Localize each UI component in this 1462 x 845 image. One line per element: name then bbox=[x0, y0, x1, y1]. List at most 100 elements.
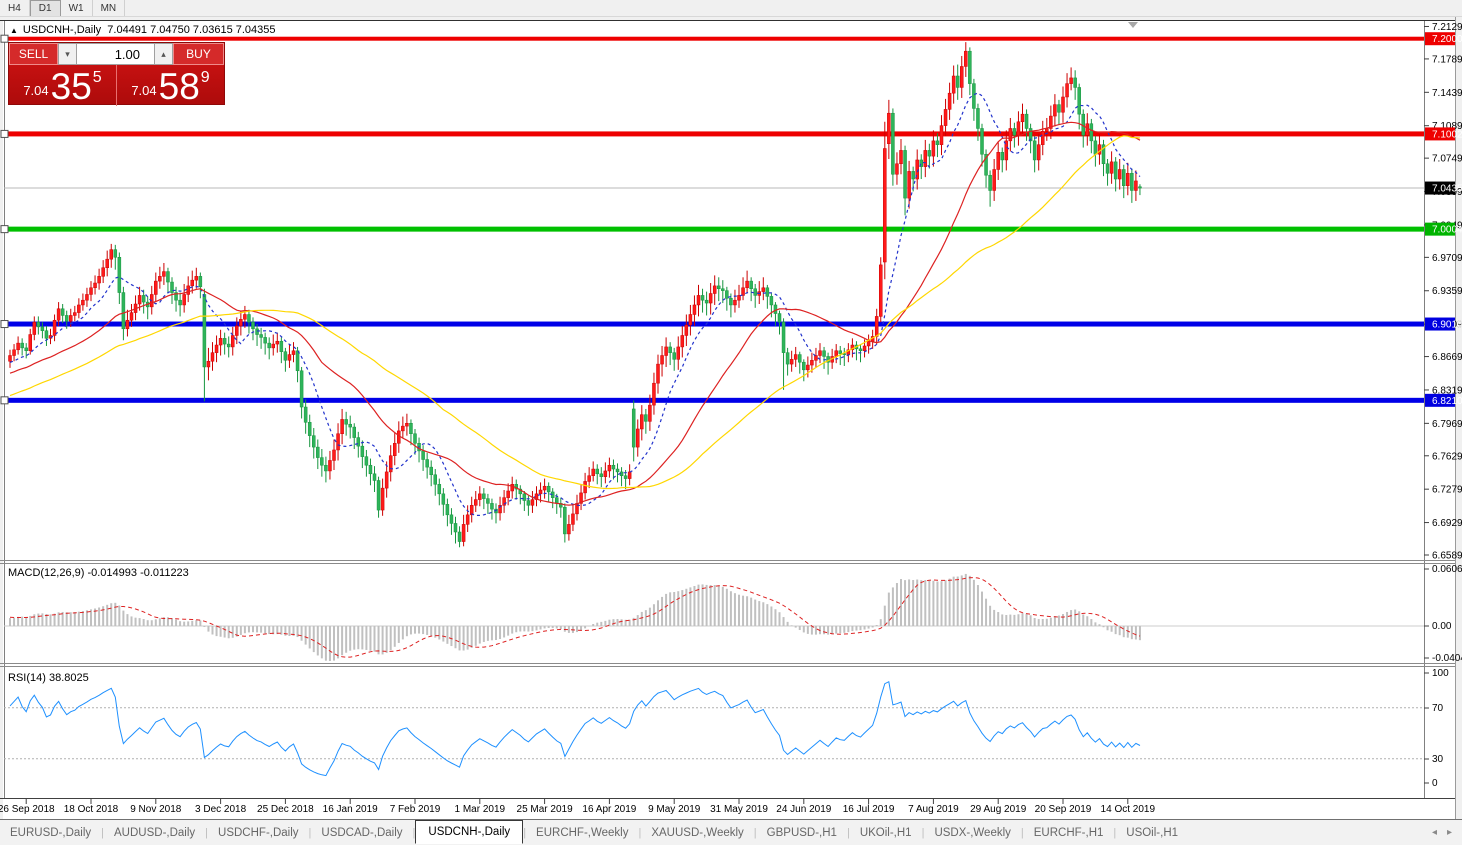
date-axis: 26 Sep 2018 18 Oct 2018 9 Nov 2018 3 Dec 20… bbox=[0, 799, 1155, 815]
date-tick-label: 14 Oct 2019 bbox=[1101, 804, 1156, 815]
date-tick-label: 7 Aug 2019 bbox=[908, 804, 959, 815]
timeframe-button-w1[interactable]: W1 bbox=[61, 0, 93, 16]
symbol-tab-audusd[interactable]: AUDUSD-,Daily bbox=[114, 826, 196, 839]
tab-separator: | bbox=[846, 826, 850, 839]
symbol-tab-usdx[interactable]: USDX-,Weekly bbox=[934, 826, 1011, 839]
price-tick-label: 6.83190 bbox=[1432, 385, 1462, 396]
price-tick-label: 6.93590 bbox=[1432, 286, 1462, 297]
tabs-scroll-right-icon[interactable]: ▸ bbox=[1446, 827, 1452, 838]
tab-separator: | bbox=[308, 826, 312, 839]
ask-price-pip: 9 bbox=[200, 69, 210, 86]
date-tick-label: 3 Dec 2018 bbox=[195, 804, 247, 815]
level-line-handle[interactable] bbox=[0, 129, 9, 138]
ask-price[interactable]: 7.04 58 9 bbox=[117, 65, 224, 106]
chart-title-ohlc: 7.04491 7.04750 7.03615 7.04355 bbox=[107, 24, 276, 36]
macd-label: MACD(12,26,9) -0.014993 -0.011223 bbox=[8, 567, 189, 579]
buy-button[interactable]: BUY bbox=[173, 43, 224, 65]
candles-layer bbox=[8, 42, 1142, 548]
ma-10-line bbox=[9, 92, 1141, 516]
date-tick-label: 9 Nov 2018 bbox=[130, 804, 182, 815]
price-axis: 7.212907.178907.143907.108907.074907.039… bbox=[1424, 22, 1462, 789]
price-shift-marker-icon[interactable] bbox=[1128, 22, 1138, 28]
date-tick-label: 29 Aug 2019 bbox=[970, 804, 1027, 815]
date-tick-label: 25 Dec 2018 bbox=[257, 804, 314, 815]
price-tag-label: 7.04355 bbox=[1432, 184, 1462, 195]
chart-title: ▲ USDCNH-,Daily 7.04491 7.04750 7.03615 7… bbox=[10, 24, 276, 36]
date-tick-label: 31 May 2019 bbox=[710, 804, 768, 815]
chart-title-symbol: USDCNH-,Daily bbox=[22, 24, 102, 36]
date-tick-label: 7 Feb 2019 bbox=[390, 804, 441, 815]
timeframe-button-h4[interactable]: H4 bbox=[0, 0, 30, 16]
tab-separator: | bbox=[1020, 826, 1024, 839]
price-tick-label: 6.65890 bbox=[1432, 551, 1462, 562]
ask-price-prefix: 7.04 bbox=[131, 83, 157, 98]
volume-increase-button[interactable]: ▴ bbox=[154, 43, 173, 65]
horizontal-level-lines bbox=[0, 34, 1424, 405]
price-tag bbox=[1425, 393, 1455, 407]
level-line-handle[interactable] bbox=[0, 225, 9, 234]
price-tick-label: 6.72790 bbox=[1432, 485, 1462, 496]
price-tick-label: 7.21290 bbox=[1432, 22, 1462, 33]
price-tick-label: 7.07490 bbox=[1432, 154, 1462, 165]
symbol-marker-icon: ▲ bbox=[10, 26, 18, 35]
tab-separator: | bbox=[523, 826, 527, 839]
sell-button[interactable]: SELL bbox=[9, 43, 58, 65]
level-line-handle[interactable] bbox=[0, 396, 9, 405]
level-line-7.20009[interactable] bbox=[4, 36, 1424, 41]
price-tick-label: 6.86690 bbox=[1432, 352, 1462, 363]
symbol-tab-gbpusd[interactable]: GBPUSD-,H1 bbox=[766, 826, 837, 839]
volume-decrease-button[interactable]: ▾ bbox=[58, 43, 77, 65]
date-tick-label: 26 Sep 2018 bbox=[0, 804, 55, 815]
level-line-handle[interactable] bbox=[0, 34, 9, 43]
symbol-tab-eurusd[interactable]: EURUSD-,Daily bbox=[10, 826, 92, 839]
price-tick-label: 7.17890 bbox=[1432, 54, 1462, 65]
tab-separator: | bbox=[1113, 826, 1117, 839]
level-line-handle[interactable] bbox=[0, 320, 9, 329]
symbol-tab-eurchf[interactable]: EURCHF-,H1 bbox=[1033, 826, 1104, 839]
price-tag bbox=[1425, 222, 1455, 236]
bid-price[interactable]: 7.04 35 5 bbox=[9, 65, 117, 106]
timeframe-button-mn[interactable]: MN bbox=[93, 0, 126, 16]
price-tag bbox=[1425, 181, 1455, 195]
symbol-tab-eurchf[interactable]: EURCHF-,Weekly bbox=[536, 826, 629, 839]
tab-separator: | bbox=[638, 826, 642, 839]
tab-separator: | bbox=[753, 826, 757, 839]
tab-separator: | bbox=[101, 826, 105, 839]
level-line-7.10029[interactable] bbox=[4, 131, 1424, 137]
date-tick-label: 9 May 2019 bbox=[648, 804, 701, 815]
price-tag bbox=[1425, 317, 1455, 331]
symbol-tab-usdcnh[interactable]: USDCNH-,Daily bbox=[415, 819, 524, 844]
ma-30-line bbox=[9, 121, 1141, 506]
tabs-scroll-left-icon[interactable]: ◂ bbox=[1431, 827, 1437, 838]
price-tick-label: 6.79690 bbox=[1432, 419, 1462, 430]
price-tick-label: 6.97090 bbox=[1432, 253, 1462, 264]
price-tag-label: 6.90100 bbox=[1432, 320, 1462, 331]
rsi-axis-label: 30 bbox=[1432, 754, 1444, 765]
level-line-7.00048[interactable] bbox=[4, 226, 1424, 232]
tab-separator: | bbox=[412, 826, 416, 839]
rsi-label: RSI(14) 38.8025 bbox=[8, 672, 89, 684]
price-tick-label: 7.14390 bbox=[1432, 88, 1462, 99]
ma-60-line bbox=[9, 135, 1141, 490]
symbol-tab-bar: EURUSD-,Daily | AUDUSD-,Daily | USDCHF-,Dail… bbox=[0, 819, 1462, 845]
date-tick-label: 16 Jul 2019 bbox=[843, 804, 895, 815]
level-line-6.82103[interactable] bbox=[4, 397, 1424, 403]
timeframe-button-d1[interactable]: D1 bbox=[29, 0, 61, 16]
symbol-tab-usoil[interactable]: USOil-,H1 bbox=[1126, 826, 1179, 839]
volume-field[interactable]: 1.00 bbox=[77, 43, 154, 65]
symbol-tab-usdchf[interactable]: USDCHF-,Daily bbox=[218, 826, 299, 839]
macd-axis-label: 0.00 bbox=[1432, 621, 1452, 632]
symbol-tab-ukoil[interactable]: UKOil-,H1 bbox=[859, 826, 912, 839]
level-line-6.901[interactable] bbox=[4, 321, 1424, 327]
tab-separator: | bbox=[205, 826, 209, 839]
date-tick-label: 1 Mar 2019 bbox=[455, 804, 506, 815]
rsi-axis-label: 100 bbox=[1432, 668, 1449, 679]
moving-averages-layer bbox=[9, 92, 1141, 516]
price-tag-label: 7.00048 bbox=[1432, 225, 1462, 236]
symbol-tab-usdcad[interactable]: USDCAD-,Daily bbox=[321, 826, 403, 839]
symbol-tab-xauusd[interactable]: XAUUSD-,Weekly bbox=[651, 826, 744, 839]
rsi-line bbox=[9, 680, 1141, 777]
macd-layer bbox=[4, 573, 1424, 661]
date-tick-label: 25 Mar 2019 bbox=[517, 804, 574, 815]
